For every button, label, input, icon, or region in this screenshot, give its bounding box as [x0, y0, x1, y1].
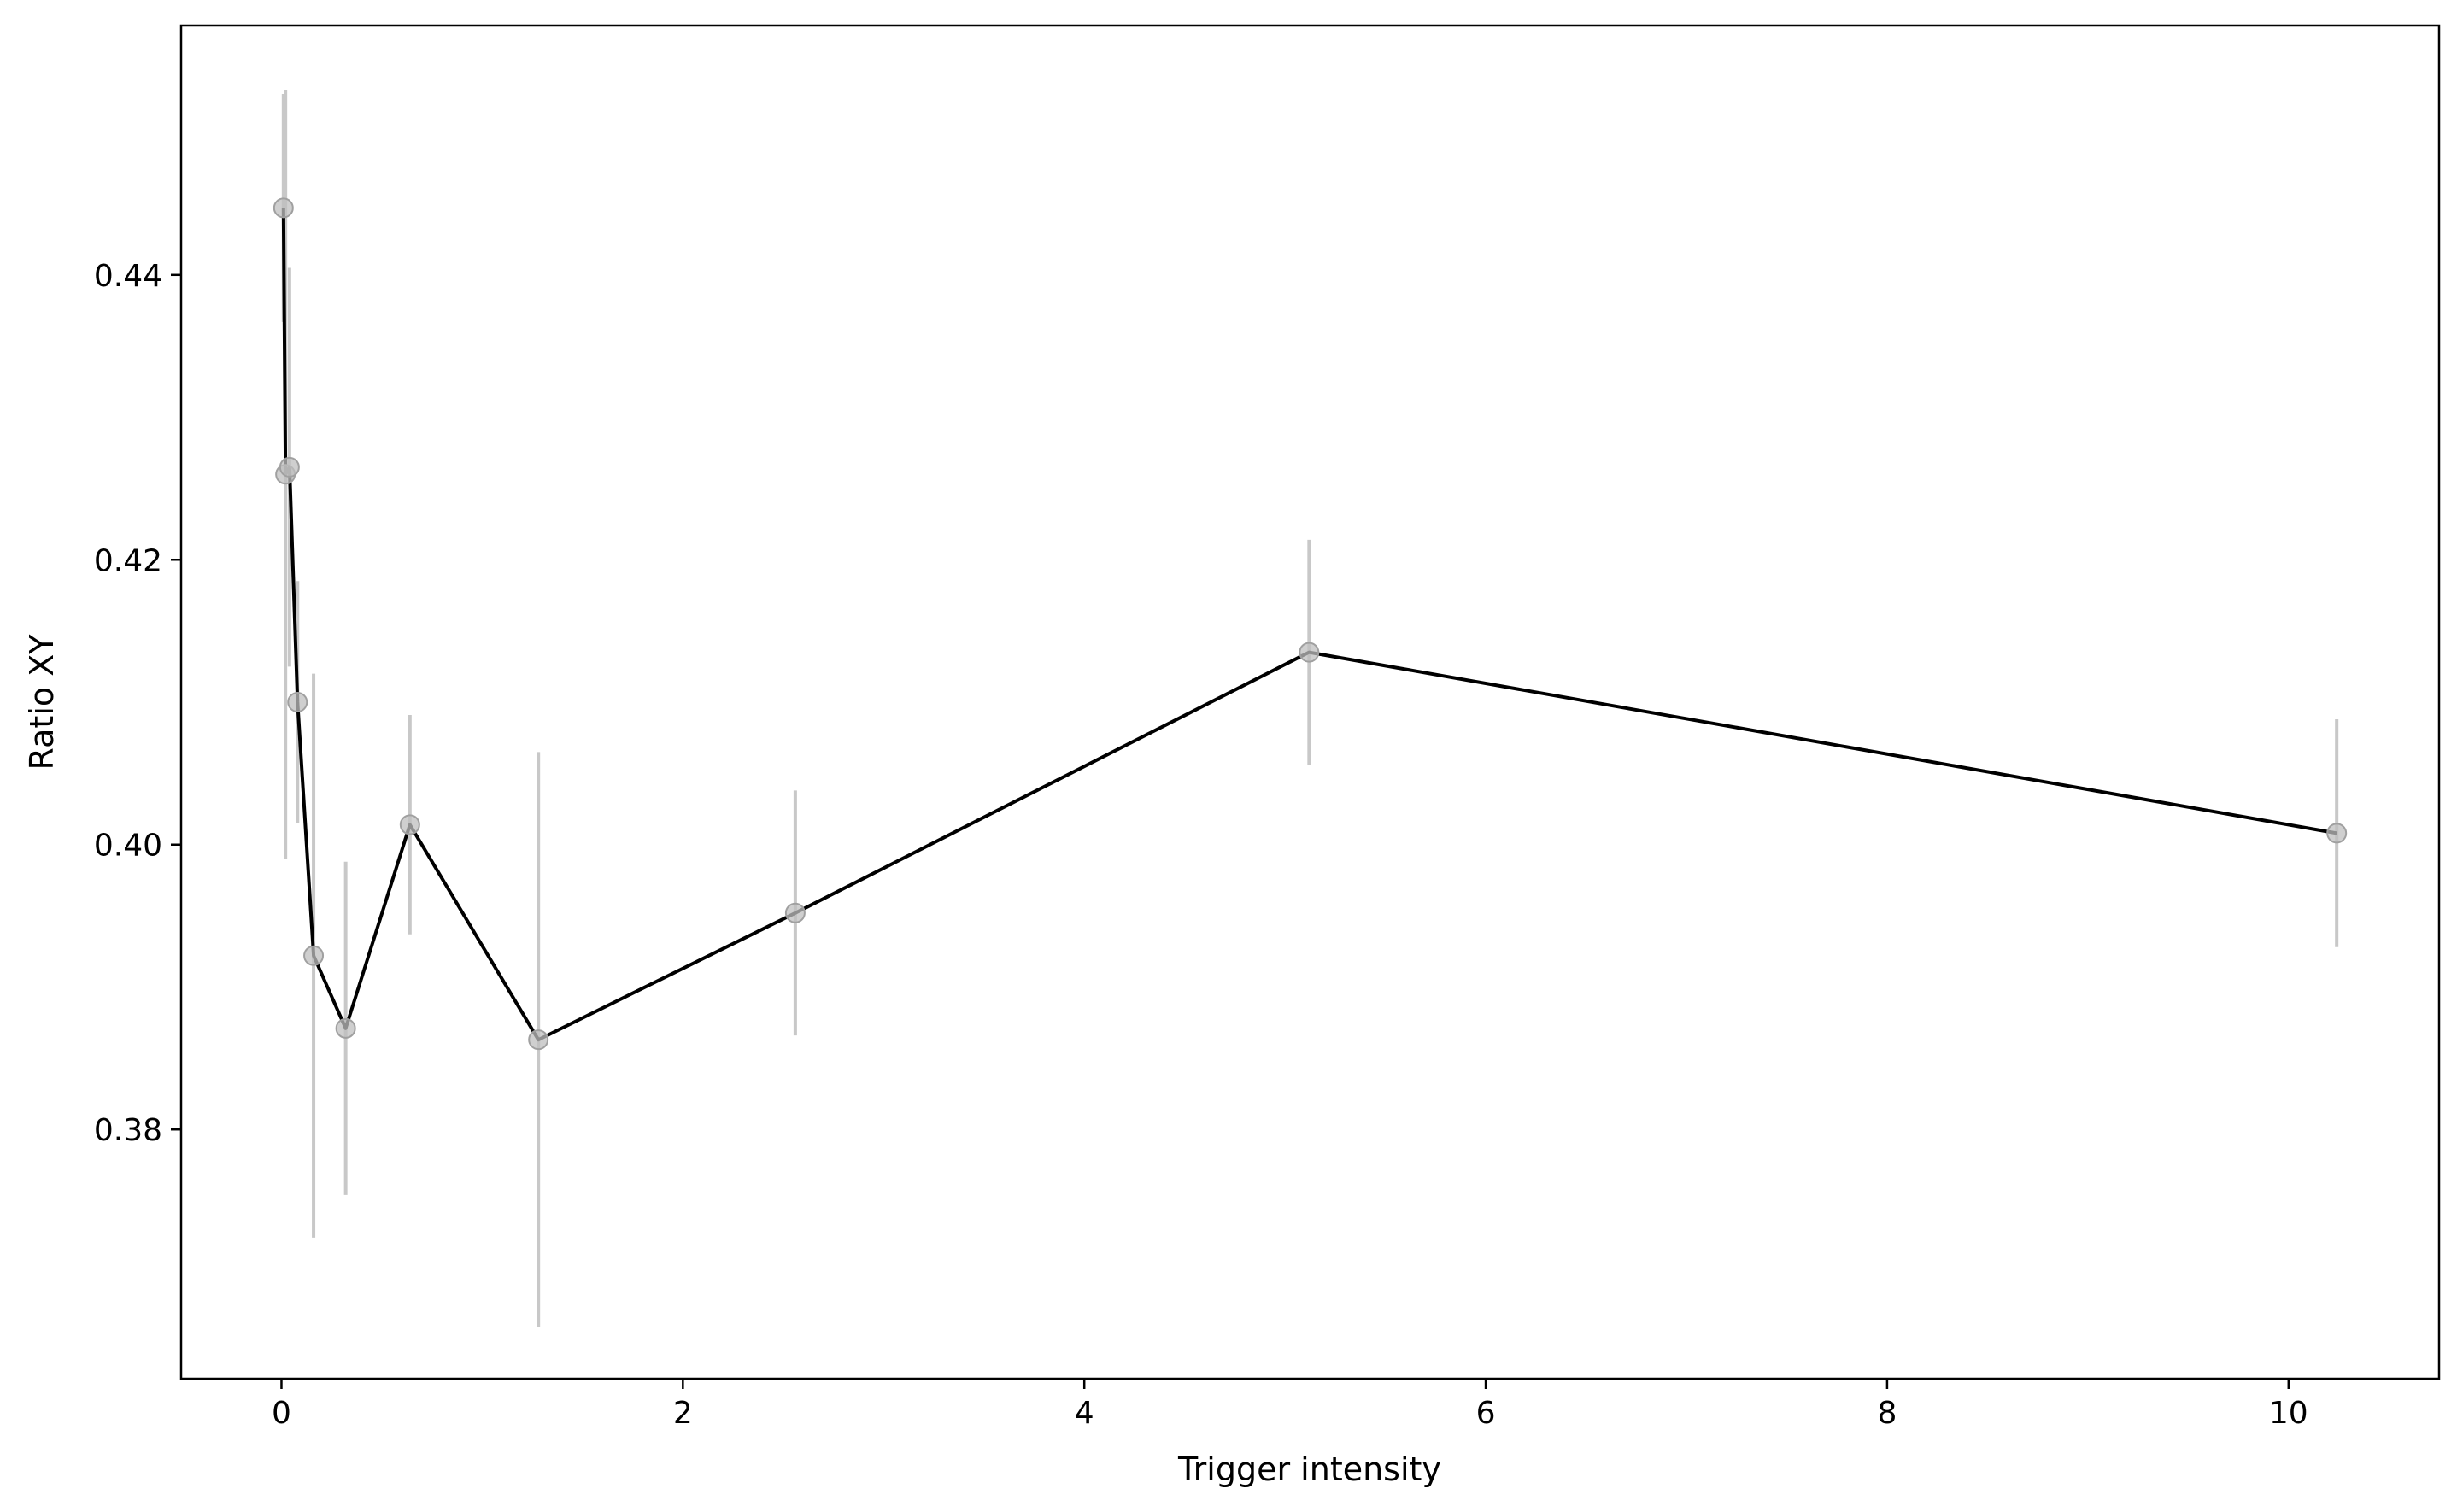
data-point	[399, 814, 420, 835]
data-point	[287, 692, 308, 712]
data-point	[335, 1017, 356, 1039]
data-point	[303, 945, 325, 966]
x-axis-label: Trigger intensity	[1177, 1450, 1441, 1488]
data-point	[784, 902, 806, 923]
x-tick-label: 8	[1877, 1396, 1897, 1431]
x-tick-label: 2	[673, 1396, 693, 1431]
x-tick-label: 0	[272, 1396, 291, 1431]
y-axis-label: Ratio XY	[23, 634, 61, 771]
y-axis-ticks: 0.38 0.40 0.42 0.44	[94, 259, 181, 1148]
x-tick-label: 10	[2269, 1396, 2308, 1431]
x-tick-label: 4	[1075, 1396, 1094, 1431]
y-tick-label: 0.42	[94, 543, 162, 578]
y-tick-label: 0.38	[94, 1113, 162, 1148]
y-tick-label: 0.40	[94, 829, 162, 864]
data-point	[1299, 642, 1320, 663]
data-point	[273, 197, 294, 219]
x-tick-label: 6	[1476, 1396, 1496, 1431]
data-point	[528, 1029, 549, 1051]
data-point	[279, 456, 300, 478]
data-point	[2326, 823, 2348, 844]
x-axis-ticks: 0 2 4 6 8 10	[272, 1379, 2308, 1431]
y-tick-label: 0.44	[94, 259, 162, 294]
data-markers	[273, 197, 2348, 1051]
plot-area-frame	[179, 24, 2441, 1380]
